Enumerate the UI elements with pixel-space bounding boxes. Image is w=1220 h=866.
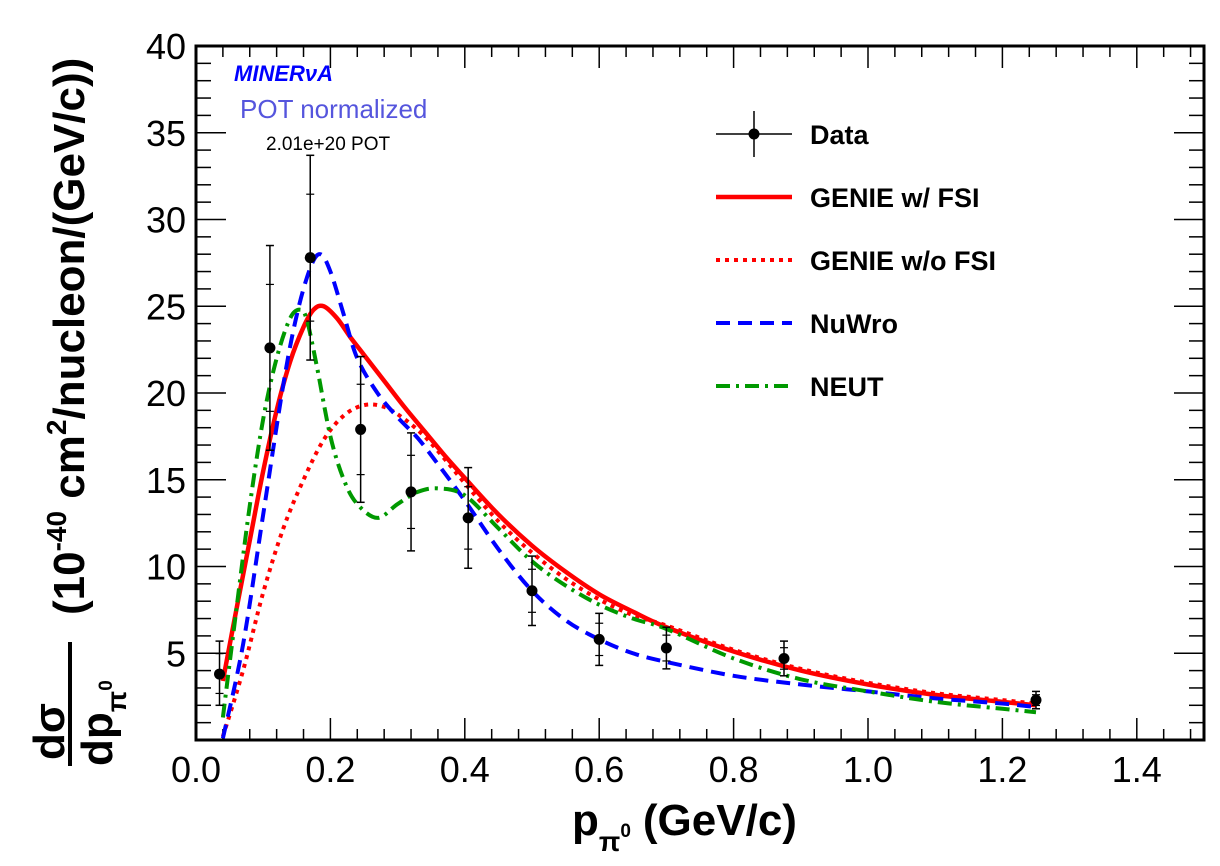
y-axis-units-part3: /nucleon/(GeV/c)) (45, 58, 94, 420)
x-tick-label: 0.0 (171, 749, 221, 790)
x-axis-title: pπ0 (GeV/c) (572, 796, 797, 857)
x-tick-label: 0.4 (440, 749, 490, 790)
y-axis-units-exp1: -40 (41, 511, 72, 551)
data-point (1030, 690, 1042, 710)
experiment-label: MINERνA (234, 61, 333, 86)
y-tick-label: 15 (146, 460, 186, 501)
y-axis-units: (10-40 cm2/nucleon/(GeV/c)) (41, 58, 94, 615)
y-tick-label: 10 (146, 547, 186, 588)
legend-label: NEUT (810, 372, 884, 402)
series-line-neut (220, 307, 1037, 718)
y-tick-label: 40 (146, 26, 186, 67)
y-tick-label: 35 (146, 113, 186, 154)
y-tick-label: 30 (146, 200, 186, 241)
y-axis-denominator: dpπ0 (73, 680, 132, 766)
x-axis-title-main: p (572, 796, 599, 845)
legend-label: NuWro (810, 309, 898, 339)
y-axis-units-exp2: 2 (41, 420, 72, 436)
data-point-marker (593, 633, 605, 645)
data-point-marker (462, 512, 474, 524)
data-point-marker (778, 652, 790, 664)
legend-entry: GENIE w/ FSI (716, 183, 980, 213)
x-tick-label: 1.4 (1112, 749, 1162, 790)
y-axis-denominator-sub: π (101, 691, 132, 712)
data-point (462, 466, 474, 569)
legend-entry: NuWro (716, 309, 898, 339)
model-curves (220, 252, 1037, 739)
legend-marker-dot (748, 128, 760, 140)
x-tick-label: 1.2 (977, 749, 1027, 790)
legend-entry: GENIE w/o FSI (716, 246, 996, 276)
data-point (778, 640, 790, 677)
data-point (526, 555, 538, 627)
data-point (660, 626, 672, 670)
series-line-nuwro (220, 252, 1037, 739)
data-point (405, 432, 417, 552)
series-line-genie-w-fsi (220, 303, 1037, 708)
data-points (214, 154, 1042, 710)
data-point (264, 244, 276, 452)
data-point-marker (214, 668, 226, 680)
y-axis-fraction: dσ dpπ0 (25, 642, 132, 766)
y-axis-denominator-sub-sup: 0 (96, 680, 117, 691)
x-tick-label: 0.8 (709, 749, 759, 790)
x-axis-title-sub: π (599, 826, 620, 857)
y-tick-label: 20 (146, 373, 186, 414)
legend-entry: NEUT (716, 372, 884, 402)
legend-label: Data (810, 120, 870, 150)
x-tick-label: 1.0 (843, 749, 893, 790)
axis-ticks (195, 45, 1204, 740)
pot-label: 2.01e+20 POT (266, 134, 391, 155)
y-axis-denominator-main: dp (73, 712, 122, 766)
data-point-marker (355, 423, 367, 435)
x-tick-labels: 0.0 0.2 0.4 0.6 0.8 1.0 1.2 1.4 (171, 749, 1162, 790)
x-tick-label: 0.6 (574, 749, 624, 790)
y-tick-label: 5 (166, 633, 186, 674)
legend-label: GENIE w/ FSI (810, 183, 980, 213)
data-point (214, 640, 226, 707)
y-axis-units-part2: cm (45, 435, 94, 511)
series-line-genie-w-o-fsi (220, 402, 1037, 738)
data-point-marker (660, 642, 672, 654)
legend-label: GENIE w/o FSI (810, 246, 996, 276)
x-tick-label: 0.2 (305, 749, 355, 790)
normalization-label: POT normalized (240, 94, 427, 124)
data-point (304, 154, 316, 361)
legend: Data GENIE w/ FSI GENIE w/o FSI NuWro NEUT (716, 111, 996, 402)
data-point-marker (1030, 694, 1042, 706)
data-point-marker (405, 486, 417, 498)
data-point-marker (264, 342, 276, 354)
data-point-marker (526, 585, 538, 597)
data-point (593, 612, 605, 667)
y-axis-units-part1: (10 (45, 551, 94, 615)
data-point (355, 355, 367, 504)
legend-entry: Data (716, 111, 870, 157)
data-point-marker (304, 252, 316, 264)
x-axis-title-sub-sup: 0 (620, 821, 631, 842)
y-tick-label: 25 (146, 286, 186, 327)
y-axis-numerator: dσ (25, 703, 74, 760)
x-axis-title-unit: (GeV/c) (643, 796, 797, 845)
y-tick-labels: 5 10 15 20 25 30 35 40 (146, 26, 186, 674)
